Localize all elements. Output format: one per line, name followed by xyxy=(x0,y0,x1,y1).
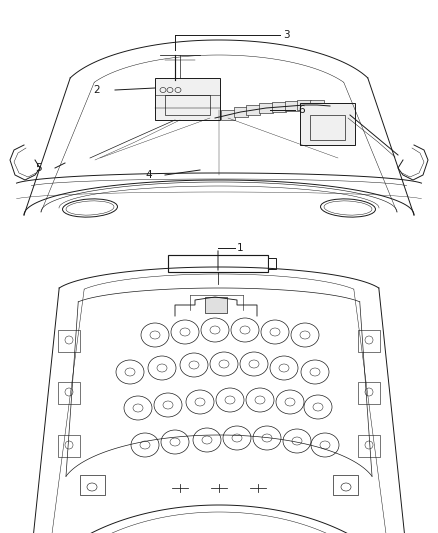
Bar xyxy=(168,255,268,272)
Bar xyxy=(80,475,105,495)
Bar xyxy=(358,382,380,404)
Text: 4: 4 xyxy=(145,170,152,180)
Bar xyxy=(272,102,286,112)
Text: 2: 2 xyxy=(93,85,100,95)
Bar xyxy=(285,101,299,111)
Bar xyxy=(300,103,355,145)
Text: 3: 3 xyxy=(283,30,290,40)
Bar xyxy=(268,258,276,269)
Bar xyxy=(58,382,80,404)
Bar xyxy=(310,100,324,110)
Bar xyxy=(155,78,220,120)
Text: 1: 1 xyxy=(237,243,244,253)
Bar xyxy=(358,330,380,352)
Bar xyxy=(165,95,210,115)
Bar xyxy=(221,110,235,120)
Bar xyxy=(233,107,247,117)
Bar xyxy=(205,297,227,313)
Bar xyxy=(58,435,80,457)
Bar xyxy=(297,100,311,110)
Bar xyxy=(259,103,273,113)
Bar xyxy=(333,475,358,495)
Bar xyxy=(58,330,80,352)
Text: 5: 5 xyxy=(35,163,42,173)
Bar xyxy=(358,435,380,457)
Bar xyxy=(310,115,345,140)
Bar xyxy=(246,105,260,115)
Text: 6: 6 xyxy=(298,105,304,115)
